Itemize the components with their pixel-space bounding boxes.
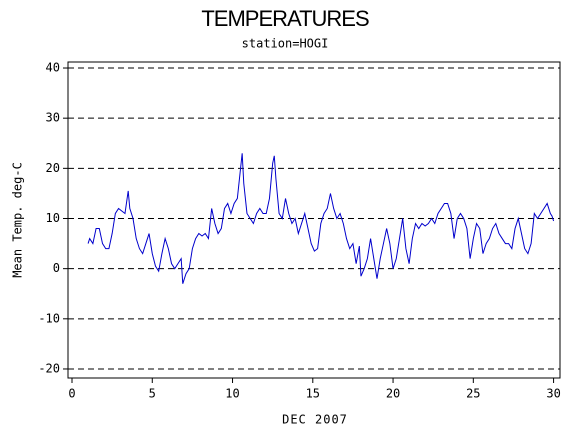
- x-tick-label: 10: [225, 387, 239, 401]
- y-tick-label: 10: [46, 211, 60, 225]
- x-tick-label: 15: [306, 387, 320, 401]
- x-tick-label: 20: [386, 387, 400, 401]
- x-tick-label: 5: [149, 387, 156, 401]
- y-axis-label: Mean Temp. deg-C: [11, 162, 25, 278]
- y-tick-label: 30: [46, 111, 60, 125]
- chart-subtitle: station=HOGI: [242, 37, 329, 51]
- data-line: [87, 153, 555, 284]
- chart-title: TEMPERATURES: [201, 6, 369, 31]
- plot-frame: [67, 61, 561, 379]
- y-tick-label: 20: [46, 161, 60, 175]
- x-tick-label: 30: [546, 387, 560, 401]
- x-tick-label: 25: [466, 387, 480, 401]
- y-tick-label: -10: [38, 311, 60, 325]
- y-tick-label: 0: [53, 261, 60, 275]
- y-tick-label: -20: [38, 361, 60, 375]
- y-tick-label: 40: [46, 61, 60, 75]
- x-tick-label: 0: [68, 387, 75, 401]
- x-axis-label: DEC 2007: [282, 413, 348, 427]
